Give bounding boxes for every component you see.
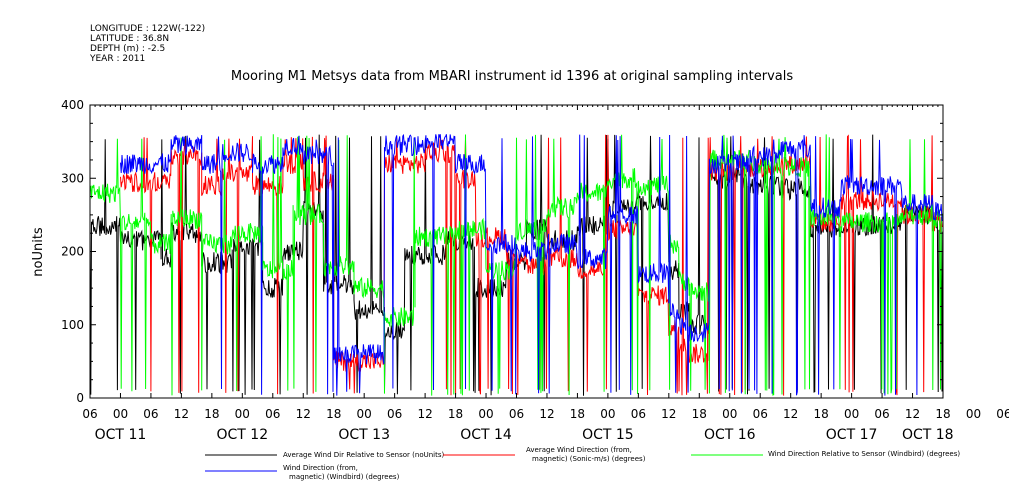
x-hour-label: 12 [296, 407, 311, 421]
x-hour-label: 00 [722, 407, 737, 421]
x-hour-label: 18 [326, 407, 341, 421]
x-hour-label: 00 [600, 407, 615, 421]
chart-title: Mooring M1 Metsys data from MBARI instru… [231, 69, 793, 84]
x-day-label: OCT 14 [460, 427, 512, 443]
x-hour-label: 18 [204, 407, 219, 421]
series-line-3 [89, 134, 944, 396]
y-tick-label: 200 [61, 245, 84, 259]
legend-label: Average Wind Direction (from, [526, 446, 632, 454]
metadata-block: LONGITUDE : 122W(-122) LATITUDE : 36.8N … [89, 24, 205, 64]
x-hour-label: 18 [570, 407, 585, 421]
y-tick-label: 0 [76, 391, 84, 405]
y-tick-label: 100 [61, 318, 84, 332]
x-day-label: OCT 13 [338, 427, 390, 443]
x-hour-label: 06 [143, 407, 158, 421]
x-hour-label: 18 [448, 407, 463, 421]
x-hour-label: 18 [935, 407, 950, 421]
x-hour-label: 12 [905, 407, 920, 421]
x-hour-label: 06 [996, 407, 1009, 421]
legend: Average Wind Dir Relative to Sensor (noU… [205, 446, 960, 481]
x-hour-label: 12 [417, 407, 432, 421]
x-day-labels: OCT 11 OCT 12 OCT 13 OCT 14 OCT 15 OCT 16 OCT … [95, 427, 954, 443]
x-hour-label: 18 [814, 407, 829, 421]
x-day-label: OCT 11 [95, 427, 147, 443]
legend-label: Wind Direction (from, [283, 464, 358, 472]
x-hour-label: 06 [874, 407, 889, 421]
x-day-label: OCT 15 [582, 427, 634, 443]
x-hour-label: 06 [387, 407, 402, 421]
x-hour-label: 12 [783, 407, 798, 421]
x-hour-label: 06 [753, 407, 768, 421]
x-day-label: OCT 16 [704, 427, 756, 443]
x-day-label: OCT 17 [826, 427, 878, 443]
legend-label: Average Wind Dir Relative to Sensor (noU… [283, 451, 444, 459]
series-line-4 [120, 133, 943, 396]
y-axis-title: noUnits [31, 227, 46, 277]
meta-line-longitude: LONGITUDE : 122W(-122) [90, 24, 205, 34]
x-hour-label: 06 [265, 407, 280, 421]
legend-label: magnetic) (Sonic-m/s) (degrees) [532, 455, 646, 463]
meta-line-latitude: LATITUDE : 36.8N [90, 34, 169, 44]
y-tick-label: 400 [61, 98, 84, 112]
x-hour-label: 00 [113, 407, 128, 421]
legend-label: magnetic) (Windbird) (degrees) [289, 473, 400, 481]
y-tick-labels: 0 100 200 300 400 [61, 98, 84, 405]
meta-line-year: YEAR : 2011 [89, 54, 145, 64]
meta-line-depth: DEPTH (m) : -2.5 [90, 44, 165, 54]
series-line-2 [120, 134, 943, 396]
x-hour-label: 12 [661, 407, 676, 421]
x-hour-label: 06 [82, 407, 97, 421]
y-tick-label: 300 [61, 171, 84, 185]
x-day-label: OCT 12 [217, 427, 269, 443]
x-hour-label: 00 [478, 407, 493, 421]
x-hour-label: 06 [509, 407, 524, 421]
legend-label: Wind Direction Relative to Sensor (Windb… [768, 450, 960, 458]
x-hour-label: 00 [357, 407, 372, 421]
axis-ticks [89, 104, 944, 399]
x-hour-label: 12 [539, 407, 554, 421]
x-hour-label: 06 [631, 407, 646, 421]
x-hour-label: 00 [844, 407, 859, 421]
x-hour-label: 00 [966, 407, 981, 421]
x-hour-label: 18 [692, 407, 707, 421]
x-hour-labels: 06 00 06 12 18 00 06 12 18 00 06 12 18 00 06 12 18 00 06 12… [82, 407, 1009, 421]
series-lines [89, 133, 944, 396]
x-hour-label: 12 [174, 407, 189, 421]
x-hour-label: 00 [235, 407, 250, 421]
x-day-label: OCT 18 [902, 427, 954, 443]
